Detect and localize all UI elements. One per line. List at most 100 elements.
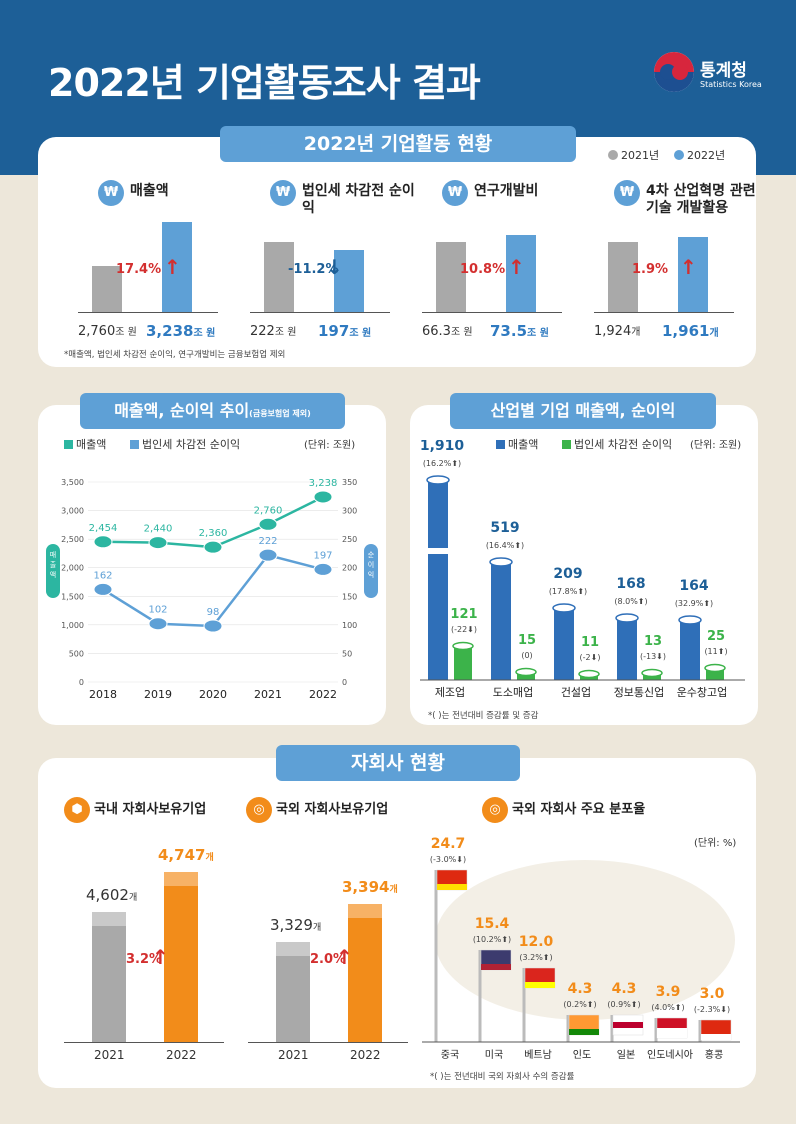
category-label: 제조업 [435,686,465,699]
bar-2021-0 [92,266,122,312]
foreign-title: 국외 자회사보유기업 [276,802,389,817]
foreign-bar-2021-cap [276,942,310,956]
dist-value: 3.9 [656,984,681,1000]
coin-top [552,603,576,613]
data-label: 2,454 [89,523,118,534]
baseline-2 [422,312,562,313]
dist-change: (0.2%⬆) [563,1000,596,1009]
world-icon: ◎ [482,797,508,823]
country-label: 중국 [441,1049,459,1061]
right-tick: 50 [342,649,352,658]
sales-label: 209 [553,566,582,582]
dist-value: 24.7 [431,836,466,852]
sales-change: (32.9%⬆) [675,599,713,608]
coin-marker [313,490,333,504]
x-tick: 2019 [144,688,172,701]
coin-marker [258,548,278,562]
sales-bar [491,562,511,680]
dist-value: 3.0 [700,986,725,1002]
value-2021-3: 1,924개 [594,324,641,339]
coin-marker [203,540,223,554]
dist-change: (-3.0%⬇) [430,855,466,864]
right-tick: 150 [342,592,357,601]
industry-note: *( )는 전년대비 증감률 및 증감 [428,711,539,721]
domestic-title: 국내 자회사보유기업 [94,802,207,817]
category-label: 건설업 [561,686,591,699]
foreign-value-2022: 3,394개 [342,878,398,896]
trend-ribbon: 매출액, 순이익 추이(금융보험업 제외) [80,393,345,429]
profit-label: 121 [450,607,477,622]
arrow-up-icon: ↑ [336,945,353,969]
section1-note: *매출액, 법인세 차감전 순이익, 연구개발비는 금융보험업 제외 [64,350,286,360]
coin-marker [313,562,333,576]
coin-top [489,557,513,567]
dist-value: 15.4 [475,916,510,932]
profit-label: 11 [581,635,599,650]
data-label: 222 [258,536,277,547]
data-label: 3,238 [309,478,338,489]
coin-marker [148,536,168,550]
profit-change: (-13⬇) [640,652,666,661]
left-tick: 3,000 [61,507,84,516]
x-tick: 2018 [89,688,117,701]
change-pct-2: 10.8% [460,262,506,277]
flag-stripe [481,964,511,970]
arrow-down-icon: ↓ [326,255,343,279]
left-tick: 3,500 [61,478,84,487]
industry-unit: (단위: 조원) [690,440,742,451]
dist-value: 12.0 [519,934,554,950]
data-label: 2,760 [254,505,283,516]
metric-title-0: 매출액 [130,183,169,199]
foreign-change-pct: 2.0% [310,952,347,967]
category-label: 운수창고업 [677,686,728,699]
money-icon: ₩ [270,180,296,206]
category-label: 정보통신업 [614,686,665,699]
coin-top [578,669,600,679]
value-2022-1: 197조 원 [318,322,372,340]
data-label: 197 [313,550,332,561]
sales-bar [617,618,637,680]
coin-top [426,475,450,485]
domestic-change-pct: 3.2% [126,952,163,967]
baseline-0 [78,312,218,313]
domestic-bar-2021-cap [92,912,126,926]
dist-change: (-2.3%⬇) [694,1005,730,1014]
left-tick: 1,000 [61,621,84,630]
left-tick: 500 [69,649,84,658]
metric-title-2: 연구개발비 [474,183,539,199]
sales-change: (8.0%⬆) [614,597,647,606]
bar-2022-3 [678,237,708,312]
coin-top [678,615,702,625]
sales-label: 168 [616,576,645,592]
coin-marker [148,617,168,631]
category-label: 도소매업 [493,686,533,699]
money-icon: ₩ [98,180,124,206]
domestic-year-2022: 2022 [166,1048,197,1062]
axis-break [426,548,450,554]
coin-top [641,668,663,678]
country-label: 일본 [617,1049,635,1061]
foreign-value-2021: 3,329개 [270,916,322,934]
bar-2022-0 [162,222,192,312]
industry4-icon: ₩ [614,180,640,206]
right-tick: 350 [342,478,357,487]
baseline-3 [594,312,734,313]
bar-2022-2 [506,235,536,312]
x-tick: 2021 [254,688,282,701]
coin-marker [203,619,223,633]
right-tick: 100 [342,621,357,630]
dist-value: 4.3 [612,981,637,997]
dist-value: 4.3 [568,981,593,997]
distribution-chart: 24.7 (-3.0%⬇) 중국 15.4 (10.2%⬆) 미국 12.0 (3.2%⬆) 베… [422,836,740,1061]
change-pct-0: 17.4% [116,262,162,277]
page-title: 2022년 기업활동조사 결과 [48,61,481,105]
metric-title-3: 4차 산업혁명 관련 기술 개발활용 [646,183,756,216]
flag-stripe [569,1029,599,1035]
dist-change: (4.0%⬆) [651,1003,684,1012]
right-tick: 0 [342,678,347,687]
bar-2021-2 [436,242,466,312]
right-tick: 250 [342,535,357,544]
domestic-bar-2022 [164,872,198,1042]
value-2021-1: 222조 원 [250,324,297,339]
research-icon: ₩ [442,180,468,206]
